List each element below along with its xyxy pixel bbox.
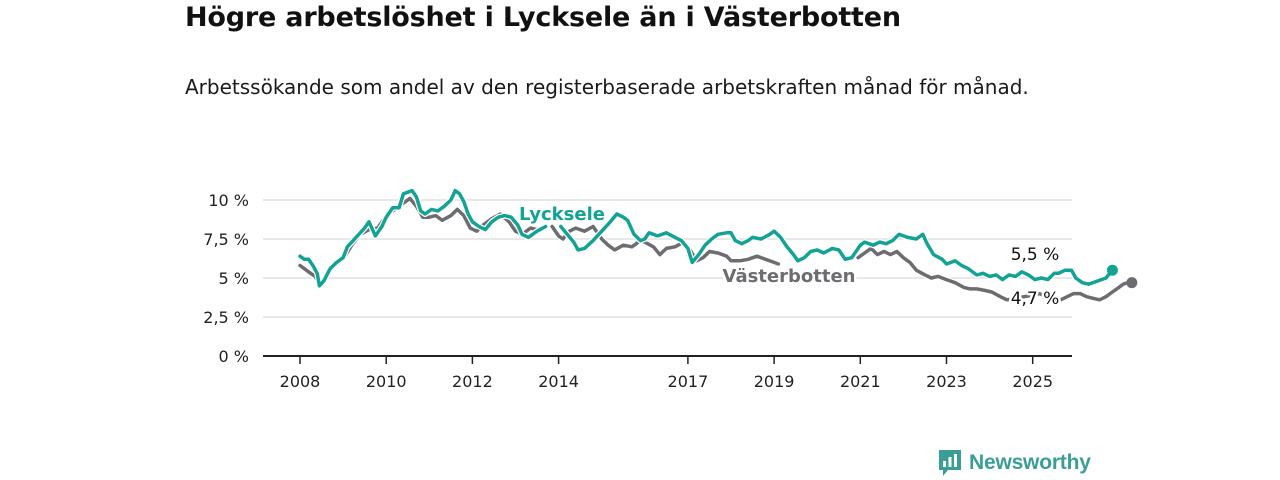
x-tick-label: 2014 [538,372,579,391]
line-chart: 0 % 2,5 % 5 % 7,5 % 10 % 2008 2010 2012 2014 2017… [203,187,1138,391]
end-dot-lycksele [1106,264,1118,276]
brand-logo: Newsworthy [937,448,1091,478]
end-dot-vasterbotten [1126,277,1138,289]
series-label-vasterbotten: Västerbotten [723,266,856,287]
x-tick-label: 2008 [280,372,321,391]
y-tick-label: 10 % [208,191,249,210]
series-label-lycksele-halo: Lycksele [519,204,605,225]
bar-chart-speech-bubble-icon [939,450,961,476]
y-tick-label: 0 % [219,347,249,366]
brand-name: Newsworthy [969,451,1091,474]
x-tick-label: 2010 [366,372,407,391]
series-label-vasterbotten-halo: Västerbotten [723,266,856,287]
series-line-lycksele [298,188,1115,288]
end-label-vasterbotten-halo: 4,7 % [1011,289,1060,309]
x-tick-label: 2017 [668,372,709,391]
x-tick-label: 2021 [840,372,881,391]
page-title: Högre arbetslöshet i Lycksele än i Väste… [185,2,901,33]
x-tick-label: 2025 [1012,372,1053,391]
x-tick-label: 2023 [926,372,967,391]
series-label-lycksele: Lycksele [519,204,605,225]
end-label-lycksele: 5,5 % [1011,245,1060,265]
x-tick-label: 2012 [452,372,493,391]
x-tick-label: 2019 [754,372,795,391]
y-tick-label: 7,5 % [203,230,249,249]
y-tick-label: 5 % [219,269,249,288]
y-tick-label: 2,5 % [203,308,249,327]
end-label-lycksele-halo: 5,5 % [1011,245,1060,265]
page-subtitle: Arbetssökande som andel av den registerb… [185,75,1029,99]
end-label-vasterbotten: 4,7 % [1011,289,1060,309]
series-halo-lycksele [297,187,1116,289]
